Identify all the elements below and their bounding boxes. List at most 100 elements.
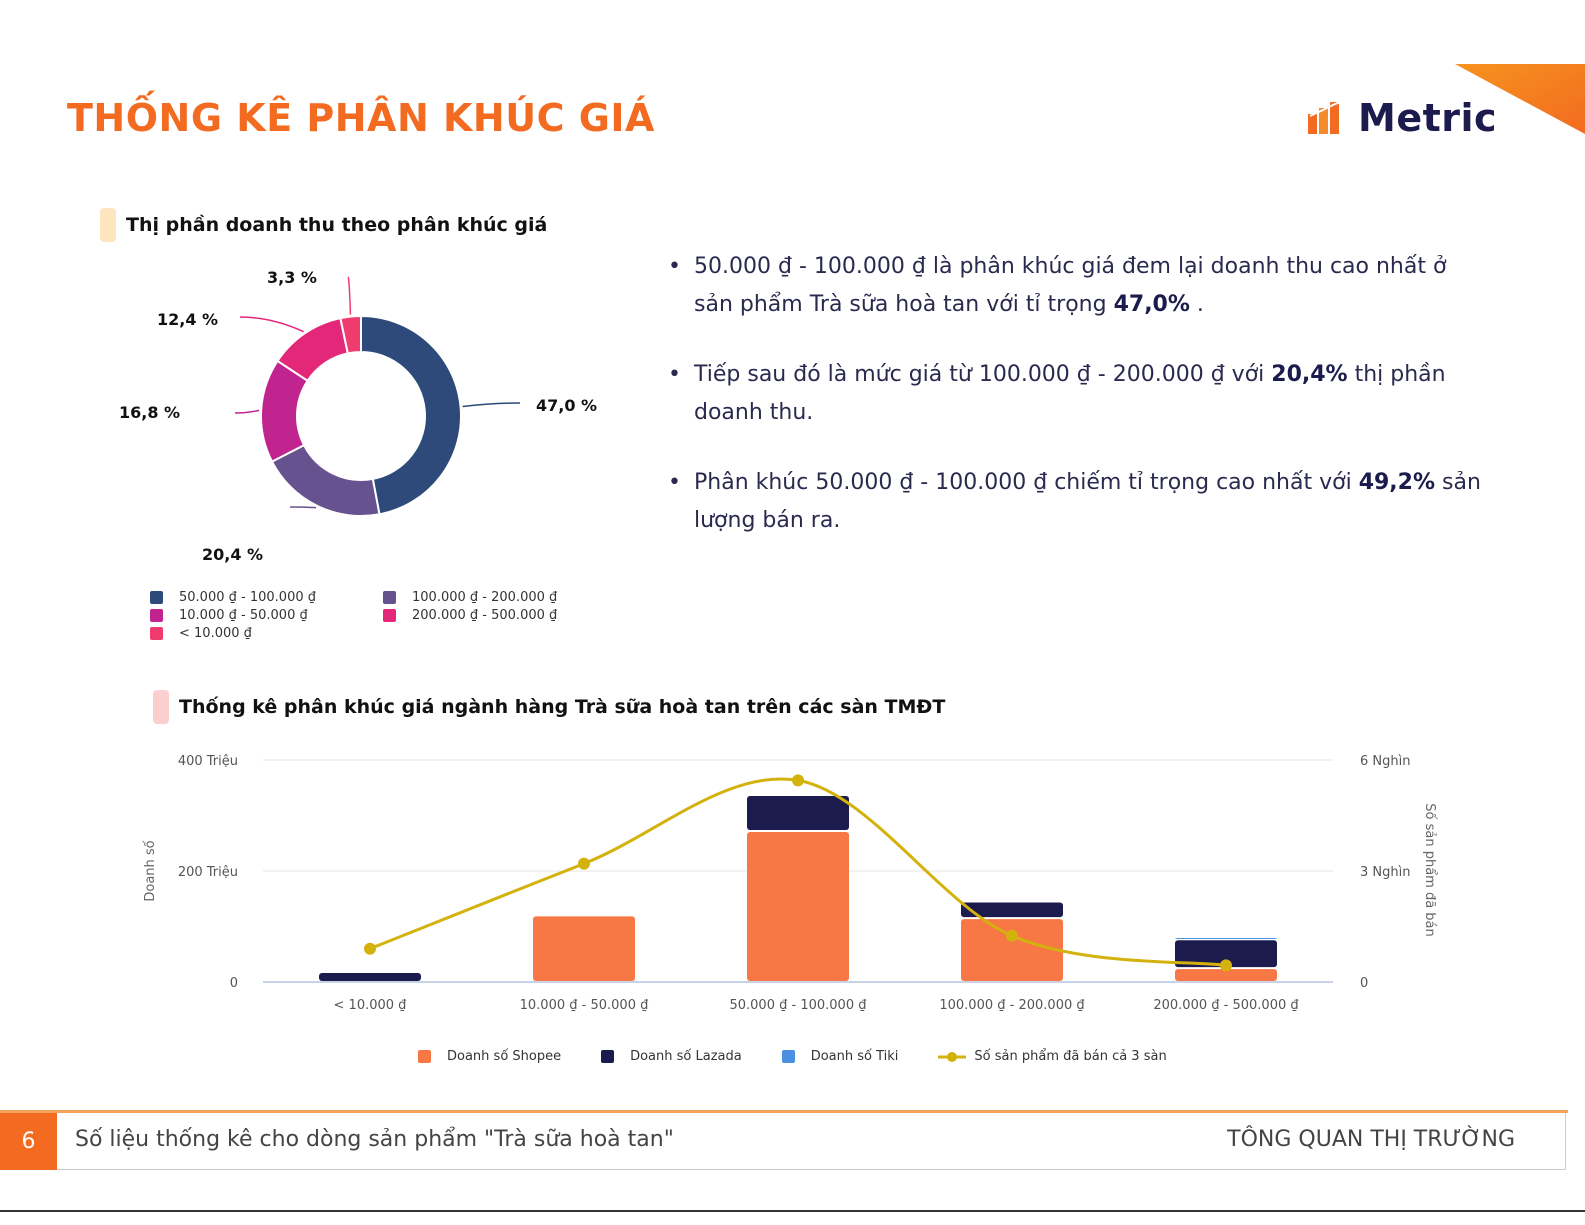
legend-swatch [150,609,163,622]
bar-heading-text: Thống kê phân khúc giá ngành hàng Trà sữ… [179,696,946,718]
y-tick-label: 200 Triệu [178,865,238,880]
y-right-axis-title: Số sản phẩm đã bán [1422,803,1437,937]
legend-item: 50.000 ₫ - 100.000 ₫ [150,590,316,605]
bar-segment [533,916,635,981]
legend-swatch [150,627,163,640]
heading-marker [100,208,116,242]
y-right-tick-label: 6 Nghìn [1360,754,1410,769]
bullet-text-pre: Phân khúc 50.000 ₫ - 100.000 ₫ chiếm tỉ … [694,470,1359,495]
donut-label-50-100k: 47,0 % [536,396,598,415]
bullet-dot: • [668,254,681,279]
y-axis-title: Doanh số [143,840,158,901]
bullet-text: Phân khúc 50.000 ₫ - 100.000 ₫ chiếm tỉ … [694,464,1488,540]
donut-leader-line [289,506,317,509]
legend-item: 10.000 ₫ - 50.000 ₫ [150,608,308,623]
bullet-text-post: thị phần doanh thu. [694,362,1446,425]
legend-label: 100.000 ₫ - 200.000 ₫ [412,590,558,605]
donut-leader-line [234,409,260,414]
footer-section-title: TÔNG QUAN THỊ TRƯỜNG [1227,1127,1515,1152]
combo-legend: Doanh số Shopee Doanh số Lazada Doanh số… [418,1049,1207,1064]
line-point [1006,929,1018,942]
logo: Metric [1308,96,1497,140]
donut-leader-line [239,316,304,333]
donut-label-200-500k: 12,4 % [157,310,219,329]
line-point [1220,959,1232,972]
legend-label: 10.000 ₫ - 50.000 ₫ [179,608,308,623]
bullet-item: • Phân khúc 50.000 ₫ - 100.000 ₫ chiếm t… [668,464,1488,540]
donut-label-lt10k: 3,3 % [267,268,317,287]
bar-section-heading: Thống kê phân khúc giá ngành hàng Trà sữ… [153,690,945,724]
donut-slice [270,443,381,517]
bullet-item: • Tiếp sau đó là mức giá từ 100.000 ₫ - … [668,356,1488,432]
legend-label: Số sản phẩm đã bán cả 3 sàn [974,1049,1167,1064]
bullet-text-bold: 49,2% [1358,470,1436,495]
insight-bullets: • 50.000 ₫ - 100.000 ₫ là phân khúc giá … [668,248,1488,572]
heading-marker [153,690,169,724]
bottom-rule [0,1210,1585,1212]
donut-section-heading: Thị phần doanh thu theo phân khúc giá [100,208,547,242]
combo-svg: 0 0 200 Triệu 3 Nghìn 400 Triệu 6 Nghìn Doanh … [143,754,1437,1013]
bar-segment [1175,938,1277,940]
y-right-tick-label: 0 [1360,976,1368,991]
donut-slice [339,314,362,355]
metric-logo-icon [1308,100,1347,134]
bullet-text-post: . [1189,292,1204,317]
legend-label: Doanh số Shopee [447,1049,562,1064]
x-tick-label: 100.000 ₫ - 200.000 ₫ [939,998,1085,1013]
bullet-item: • 50.000 ₫ - 100.000 ₫ là phân khúc giá … [668,248,1488,324]
page-number: 6 [0,1113,57,1170]
bullet-text-pre: 50.000 ₫ - 100.000 ₫ là phân khúc giá đe… [694,254,1447,317]
legend-swatch [781,1050,795,1063]
footer-text: Số liệu thống kê cho dòng sản phẩm "Trà … [75,1127,674,1152]
donut-leader-line [347,276,352,315]
bullet-text-pre: Tiếp sau đó là mức giá từ 100.000 ₫ - 20… [694,362,1272,387]
legend-item: 200.000 ₫ - 500.000 ₫ [383,608,557,623]
bar-segment [1175,940,1277,968]
donut-chart: 3,3 % 12,4 % 16,8 % 47,0 % 20,4 % [90,255,650,575]
donut-slice [360,314,462,516]
bullet-dot: • [668,470,681,495]
line-point [578,857,590,870]
line-point [792,774,804,787]
line-point [364,942,376,955]
corner-decoration [1455,64,1585,134]
legend-item: < 10.000 ₫ [150,626,252,641]
page-title: THỐNG KÊ PHÂN KHÚC GIÁ [67,96,655,140]
legend-label: < 10.000 ₫ [179,626,252,641]
legend-label: 50.000 ₫ - 100.000 ₫ [179,590,317,605]
legend-swatch [150,591,163,604]
donut-label-10-50k: 16,8 % [119,403,181,422]
bullet-text: 50.000 ₫ - 100.000 ₫ là phân khúc giá đe… [694,248,1488,324]
donut-heading-text: Thị phần doanh thu theo phân khúc giá [126,214,548,236]
y-tick-label: 400 Triệu [178,754,238,769]
x-tick-label: 50.000 ₫ - 100.000 ₫ [729,998,867,1013]
legend-swatch [383,609,396,622]
legend-swatch [383,591,396,604]
legend-label: Doanh số Tiki [810,1049,899,1064]
bar-segment [747,795,849,831]
donut-label-100-200k: 20,4 % [202,545,264,564]
x-tick-label: 200.000 ₫ - 500.000 ₫ [1153,998,1299,1013]
bullet-text: Tiếp sau đó là mức giá từ 100.000 ₫ - 20… [694,356,1488,432]
bullet-text-post: sản lượng bán ra. [694,470,1481,533]
donut-svg [234,276,521,517]
y-tick-label: 0 [230,976,238,991]
bar-line-chart: 0 0 200 Triệu 3 Nghìn 400 Triệu 6 Nghìn Doanh … [130,745,1460,1025]
x-tick-label: < 10.000 ₫ [334,998,408,1013]
legend-item: Doanh số Shopee [418,1049,561,1064]
legend-label: Doanh số Lazada [630,1049,742,1064]
bar-segment [319,973,421,981]
bullet-dot: • [668,362,681,387]
legend-label: 200.000 ₫ - 500.000 ₫ [412,608,558,623]
legend-item: Số sản phẩm đã bán cả 3 sàn [938,1049,1167,1064]
bar-segment [961,919,1063,981]
x-tick-label: 10.000 ₫ - 50.000 ₫ [520,998,649,1013]
line-legend-icon [938,1051,967,1062]
y-right-tick-label: 3 Nghìn [1360,865,1410,880]
bullet-text-bold: 47,0% [1113,292,1190,317]
legend-item: Doanh số Lazada [601,1049,742,1064]
legend-swatch [418,1050,431,1063]
bar-segment [1175,969,1277,981]
legend-item: 100.000 ₫ - 200.000 ₫ [383,590,557,605]
legend-swatch [601,1050,615,1063]
